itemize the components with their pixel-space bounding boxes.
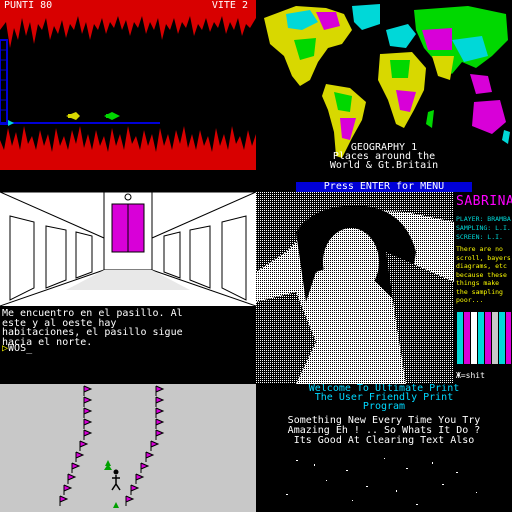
left-flag-row	[59, 385, 93, 506]
tree-1	[104, 460, 112, 470]
asia	[414, 6, 508, 94]
green-ship	[104, 112, 120, 120]
left-shadow	[256, 292, 316, 384]
cave-floor-stalagmites	[0, 126, 256, 170]
adventure-text: Me encuentro en el pasillo. Al este y al…	[2, 308, 183, 348]
signature-logo: Ж=shit	[456, 371, 485, 380]
slalom-flag	[71, 462, 81, 473]
cave-ceiling-stalactites	[0, 12, 256, 48]
note-line: scroll, bayers	[456, 253, 511, 262]
text-adventure-screen: Me encuentro en el pasillo. Al este y al…	[0, 170, 256, 384]
dissolving-text-noise	[286, 458, 477, 505]
slalom-flag	[150, 440, 160, 451]
color-bars	[455, 310, 512, 366]
credit-screen: SCREEN: L.I.	[456, 233, 503, 241]
slalom-flag	[125, 495, 135, 506]
menu-banner[interactable]: Press ENTER for MENU	[296, 182, 472, 192]
adventure-line-1: Me encuentro en el pasillo. Al	[2, 308, 183, 319]
tagline-2: Program	[362, 401, 406, 412]
note-line: There are no	[456, 245, 503, 253]
credit-player: PLAYER: BRAMBA	[456, 215, 511, 223]
hud-bar: PUNTI 80 VITE 2	[0, 0, 256, 11]
geography-screen: GEOGRAPHY 1 Places around the World & Gt…	[256, 0, 512, 170]
slalom-course	[59, 385, 165, 508]
slalom-flag	[145, 451, 155, 462]
tagline: The User Friendly Print	[314, 392, 454, 403]
slalom-flag	[155, 385, 165, 396]
adventure-line-2: este y al oeste hay	[2, 317, 117, 329]
credit-sampling: SAMPLING: L.I.	[456, 224, 511, 232]
tree-2	[113, 502, 119, 508]
cave-shooter-screen: PUNTI 80 VITE 2	[0, 0, 256, 170]
digitized-picture-screen: Press ENTER for MENU SABRINA PLAYER: BRA…	[256, 170, 512, 384]
skier	[111, 469, 121, 491]
world-map	[264, 4, 510, 158]
ultimate-print-screen: Welcome To Ultimate Print The User Frien…	[256, 384, 512, 512]
south-america	[322, 84, 366, 158]
slalom-flag	[63, 484, 73, 495]
slalom-flag	[130, 484, 140, 495]
info-line-1: Something New Every Time You Try	[287, 415, 481, 426]
slalom-screen	[0, 384, 256, 512]
note-line: things make	[456, 279, 500, 287]
slalom-flag	[67, 473, 77, 484]
slalom-flag	[75, 451, 85, 462]
command-input[interactable]: WOS_	[8, 343, 33, 354]
welcome-line: Welcome To Ultimate Print	[308, 384, 460, 394]
corridor-scene	[0, 189, 256, 307]
note-line: because these	[456, 270, 507, 279]
cave-ceiling-band	[0, 0, 256, 12]
player-ship	[8, 120, 14, 126]
image-title: SABRINA	[456, 194, 512, 209]
elevator-door	[111, 193, 145, 253]
face	[323, 228, 379, 296]
command-prompt[interactable]: ▷WOS_	[2, 344, 32, 354]
slalom-flag	[155, 418, 165, 429]
north-america	[264, 4, 380, 86]
prompt-arrow-icon: ▷	[2, 343, 9, 354]
note-line: poor...	[456, 296, 484, 304]
slalom-flag	[155, 396, 165, 407]
cave-playfield	[0, 0, 256, 170]
image-credits: PLAYER: BRAMBA SAMPLING: L.I. SCREEN: L.…	[456, 215, 511, 242]
left-doors	[9, 215, 93, 301]
lives-label: VITE 2	[211, 0, 248, 11]
slalom-flag	[140, 462, 150, 473]
slalom-flag	[83, 429, 93, 440]
slalom-flag	[155, 407, 165, 418]
slalom-flag	[79, 440, 89, 451]
europe-africa	[378, 24, 434, 128]
slalom-flag	[59, 495, 69, 506]
slalom-flag	[83, 396, 93, 407]
slalom-flag	[155, 429, 165, 440]
right-flag-row	[125, 385, 165, 506]
image-note: There are no scroll, bayers diagrams, et…	[456, 245, 511, 305]
adventure-line-3: habitaciones, el pasillo sigue	[2, 327, 183, 338]
yellow-ship	[66, 112, 80, 120]
adventure-line-4: hacia el norte.	[2, 336, 93, 348]
slalom-flag	[135, 473, 145, 484]
caption-subtitle-2: World & Gt.Britain	[329, 160, 439, 171]
caption-title: GEOGRAPHY 1	[350, 142, 418, 153]
oceania	[472, 100, 510, 144]
slalom-flag	[83, 385, 93, 396]
corridor-floor	[66, 270, 190, 290]
right-doors	[163, 215, 247, 301]
slalom-flag	[83, 407, 93, 418]
note-line: the sampling	[456, 287, 503, 296]
right-shadow	[386, 252, 454, 384]
slalom-flag	[83, 418, 93, 429]
fuel-gauge	[0, 39, 8, 125]
portrait-photo	[256, 192, 454, 384]
info-line-2: Amazing Eh ! .. So Whats It Do ?	[287, 425, 481, 436]
info-line-3: Its Good At Clearing Text Also	[293, 435, 475, 446]
caption-subtitle: Places around the	[332, 151, 436, 162]
score-label: PUNTI 80	[4, 0, 53, 11]
note-line: diagrams, etc	[456, 262, 507, 270]
